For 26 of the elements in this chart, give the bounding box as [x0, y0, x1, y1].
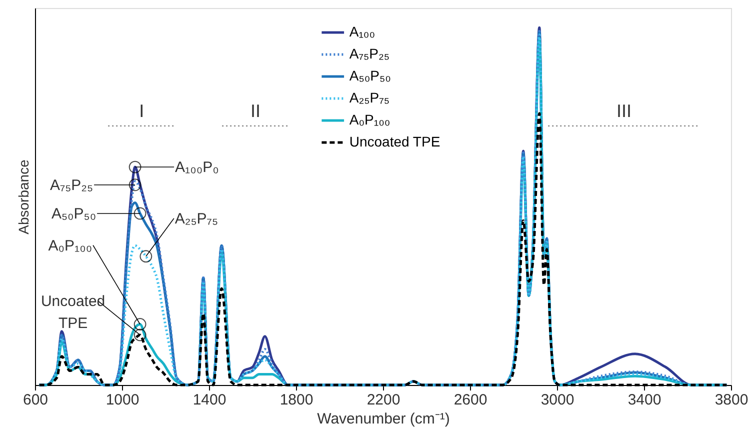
annotation: III [616, 100, 632, 121]
y-axis-title: Absorbance [16, 159, 32, 234]
legend-label: Uncoated TPE [349, 134, 440, 150]
x-axis-title: Wavenumber (cm⁻¹) [317, 410, 450, 428]
x-tick-label: 600 [22, 392, 48, 408]
annotation: A₁₀₀P₀ [175, 159, 219, 176]
x-tick-label: 1400 [192, 392, 226, 408]
legend-label: A₇₅P₂₅ [349, 46, 390, 62]
x-tick-label: 2200 [366, 392, 400, 408]
x-tick-label: 1000 [106, 392, 140, 408]
x-tick-label: 3400 [628, 392, 662, 408]
x-tick-label: 3000 [540, 392, 574, 408]
x-tick-label: 3800 [714, 392, 748, 408]
annotation: A₅₀P₅₀ [52, 205, 96, 222]
annotation: A₀P₁₀₀ [48, 237, 92, 254]
annotation: A₇₅P₂₅ [50, 176, 94, 194]
legend-label: A₀P₁₀₀ [349, 112, 390, 128]
annotation: Uncoated TPE [40, 292, 106, 332]
legend-label: A₂₅P₇₅ [349, 90, 390, 106]
legend-label: A₅₀P₅₀ [349, 68, 392, 84]
legend-label: A₁₀₀ [349, 24, 376, 40]
annotation: II [250, 100, 261, 121]
annotation: I [139, 100, 144, 121]
x-tick-label: 2600 [454, 392, 488, 408]
x-tick-label: 1800 [280, 392, 314, 408]
annotation: A₂₅P₇₅ [174, 210, 218, 228]
